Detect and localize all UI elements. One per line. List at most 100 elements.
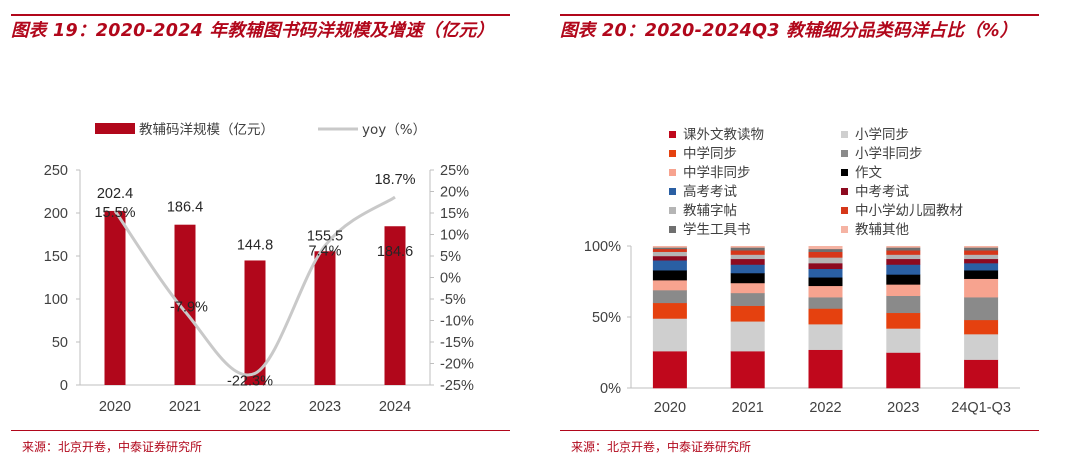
left-chart-panel: 图表 19：2020-2024 年教辅图书码洋规模及增速（亿元） 0 50 100 1… xyxy=(0,0,510,466)
bar xyxy=(244,260,266,385)
stacked-segment xyxy=(730,305,765,322)
left-y-tick-label: 150 xyxy=(44,249,68,265)
legend-swatch xyxy=(669,207,676,214)
yoy-value-label: 15.5% xyxy=(94,205,135,221)
right-y-tick-label: -10% xyxy=(440,314,474,330)
legend-swatch-bar xyxy=(95,123,135,134)
legend-swatch xyxy=(841,150,848,157)
stacked-segment xyxy=(964,258,999,264)
stacked-segment xyxy=(808,246,843,250)
bar-value-label: 202.4 xyxy=(97,186,133,202)
stacked-segment xyxy=(964,246,999,248)
stacked-segment xyxy=(964,247,999,251)
y-tick-label: 100% xyxy=(584,239,621,255)
right-y-tick-label: -15% xyxy=(440,335,474,351)
stacked-segment xyxy=(652,251,687,257)
legend-label: 课外文教读物 xyxy=(683,127,764,143)
right-y-tick-label: -5% xyxy=(440,292,466,308)
left-y-tick-label: 250 xyxy=(44,163,68,179)
stacked-segment xyxy=(964,297,999,321)
yoy-value-label: 7.4% xyxy=(308,244,341,260)
legend-swatch xyxy=(841,169,848,176)
stacked-segment xyxy=(964,270,999,279)
right-y-tick-label: 25% xyxy=(440,163,469,179)
stacked-segment xyxy=(652,351,687,389)
legend-swatch xyxy=(669,188,676,195)
stacked-segment xyxy=(652,248,687,252)
legend-label: 教辅码洋规模（亿元） xyxy=(139,122,274,138)
stacked-segment xyxy=(808,257,843,264)
stacked-segment xyxy=(886,328,921,353)
x-tick-label: 2020 xyxy=(654,400,686,416)
stacked-segment xyxy=(964,250,999,255)
y-tick-label: 0% xyxy=(600,381,621,397)
stacked-segment xyxy=(886,274,921,285)
stacked-segment xyxy=(808,248,843,252)
stacked-segment xyxy=(886,295,921,314)
stacked-segment xyxy=(886,284,921,296)
stacked-segment xyxy=(964,254,999,260)
bar-value-label: 155.5 xyxy=(307,228,343,244)
legend-label: 教辅字帖 xyxy=(683,203,737,219)
legend-swatch xyxy=(669,131,676,138)
legend-label: 中学非同步 xyxy=(683,165,751,181)
stacked-segment xyxy=(652,247,687,250)
stacked-segment xyxy=(808,285,843,298)
stacked-segment xyxy=(652,280,687,291)
legend-swatch xyxy=(841,226,848,233)
stacked-segment xyxy=(652,255,687,261)
right-y-tick-label: 10% xyxy=(440,228,469,244)
legend-swatch xyxy=(841,188,848,195)
left-y-tick-label: 50 xyxy=(52,335,68,351)
stacked-segment xyxy=(886,352,921,389)
stacked-segment xyxy=(730,272,765,284)
stacked-segment xyxy=(964,319,999,335)
x-tick-label: 2023 xyxy=(887,400,919,416)
x-tick-label: 2022 xyxy=(239,399,271,415)
legend-swatch xyxy=(669,169,676,176)
stacked-segment xyxy=(964,334,999,360)
stacked-segment xyxy=(808,308,843,325)
right-y-tick-label: 20% xyxy=(440,185,469,201)
x-tick-label: 2024 xyxy=(379,399,411,415)
stacked-segment xyxy=(730,254,765,260)
source-rule xyxy=(560,430,1039,431)
legend-label: yoy（%） xyxy=(362,122,426,138)
stacked-segment xyxy=(652,270,687,281)
chart-title: 图表 20：2020-2024Q3 教辅细分品类码洋占比（%） xyxy=(560,21,1018,41)
legend-label: 作文 xyxy=(855,165,883,181)
stacked-segment xyxy=(886,312,921,329)
source-note: 来源：北京开卷，中泰证券研究所 xyxy=(22,440,203,454)
yoy-value-label: -7.9% xyxy=(170,299,208,315)
stacked-segment xyxy=(808,297,843,309)
yoy-value-label: 18.7% xyxy=(374,172,415,188)
right-y-tick-label: 0% xyxy=(440,271,461,287)
bar-value-label: 144.8 xyxy=(237,237,273,253)
legend-label: 中考考试 xyxy=(855,184,909,200)
stacked-segment xyxy=(964,263,999,271)
stacked-segment xyxy=(886,254,921,260)
x-tick-label: 2022 xyxy=(809,400,841,416)
stacked-segment xyxy=(730,292,765,306)
stacked-segment xyxy=(652,302,687,319)
stacked-segment xyxy=(652,260,687,271)
stacked-segment xyxy=(808,251,843,258)
stacked-segment xyxy=(730,250,765,255)
x-tick-label: 2020 xyxy=(99,399,131,415)
right-y-tick-label: 5% xyxy=(440,249,461,265)
stacked-segment xyxy=(808,349,843,389)
chart-title: 图表 19：2020-2024 年教辅图书码洋规模及增速（亿元） xyxy=(11,21,495,41)
stacked-segment xyxy=(886,250,921,255)
x-tick-label: 2021 xyxy=(732,400,764,416)
title-rule xyxy=(560,14,1039,16)
x-tick-label: 24Q1-Q3 xyxy=(951,400,1011,416)
stacked-segment xyxy=(730,247,765,251)
stacked-segment xyxy=(886,264,921,275)
stacked-segment xyxy=(808,277,843,287)
source-rule xyxy=(11,430,510,431)
legend-label: 教辅其他 xyxy=(855,222,909,238)
left-y-tick-label: 200 xyxy=(44,206,68,222)
bar xyxy=(174,224,196,385)
legend-label: 小学同步 xyxy=(855,127,909,143)
